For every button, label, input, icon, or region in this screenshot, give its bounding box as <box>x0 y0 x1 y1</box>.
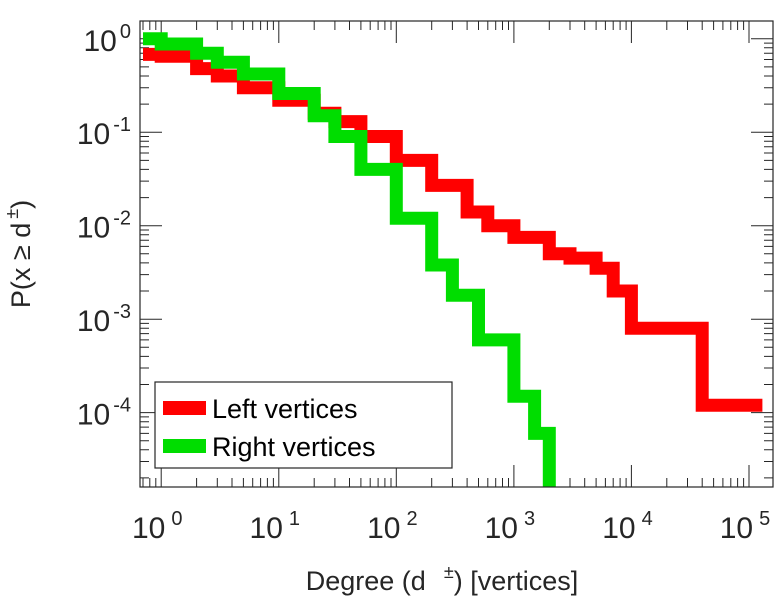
x-tick-base: 10 <box>720 512 753 545</box>
x-axis-label-superscript: ± <box>444 562 454 582</box>
x-tick-base: 10 <box>367 512 400 545</box>
x-tick-base: 10 <box>485 512 518 545</box>
x-tick-exponent: 4 <box>642 508 653 530</box>
x-tick-exponent: 1 <box>289 508 300 530</box>
y-tick-base: 10 <box>77 305 110 338</box>
legend: Left vertices Right vertices <box>154 381 453 469</box>
x-axis-label: Degree (d ±) [vertices] <box>306 562 579 596</box>
y-axis-label: P(x ≥ d ±) <box>2 200 36 308</box>
y-axis-label-suffix: ) <box>6 200 36 209</box>
y-tick-label: 10 0 <box>84 21 132 58</box>
x-tick-label: 10 0 <box>132 508 183 545</box>
legend-box <box>154 381 453 469</box>
y-tick-label: 10 -1 <box>77 114 131 151</box>
y-tick-exponent: -3 <box>113 301 131 323</box>
x-axis-label-suffix: ) [vertices] <box>454 566 579 596</box>
y-tick-exponent: 0 <box>120 21 131 43</box>
x-tick-label: 10 1 <box>250 508 301 545</box>
x-tick-base: 10 <box>250 512 283 545</box>
y-tick-base: 10 <box>77 118 110 151</box>
y-tick-base: 10 <box>77 212 110 245</box>
series-lines <box>143 32 763 487</box>
y-axis-label-superscript: ± <box>2 209 22 219</box>
y-tick-base: 10 <box>84 25 117 58</box>
series-line-right-vertices <box>143 32 556 487</box>
x-tick-label: 10 5 <box>720 508 771 545</box>
y-tick-label: 10 -2 <box>77 208 131 245</box>
x-tick-label: 10 4 <box>602 508 653 545</box>
x-tick-exponent: 3 <box>524 508 535 530</box>
series-line-left-vertices <box>143 47 763 412</box>
x-tick-labels: 10 0 10 1 10 2 10 3 10 4 10 5 <box>132 508 770 545</box>
x-tick-exponent: 0 <box>171 508 182 530</box>
y-tick-exponent: -2 <box>113 208 131 230</box>
y-tick-label: 10 -3 <box>77 301 131 338</box>
x-tick-exponent: 2 <box>406 508 417 530</box>
x-tick-label: 10 2 <box>367 508 418 545</box>
x-tick-base: 10 <box>132 512 165 545</box>
x-tick-label: 10 3 <box>485 508 536 545</box>
y-tick-label: 10 -4 <box>77 395 131 432</box>
x-axis-label-prefix: Degree (d <box>306 566 426 596</box>
x-tick-exponent: 5 <box>759 508 770 530</box>
y-tick-exponent: -4 <box>113 395 131 417</box>
legend-label-right-vertices: Right vertices <box>212 432 376 462</box>
y-tick-base: 10 <box>77 399 110 432</box>
x-tick-base: 10 <box>602 512 635 545</box>
y-axis-label-prefix: P(x ≥ d <box>6 223 36 308</box>
legend-label-left-vertices: Left vertices <box>212 394 358 424</box>
y-tick-exponent: -1 <box>113 114 131 136</box>
plot-area-frame <box>139 20 774 488</box>
